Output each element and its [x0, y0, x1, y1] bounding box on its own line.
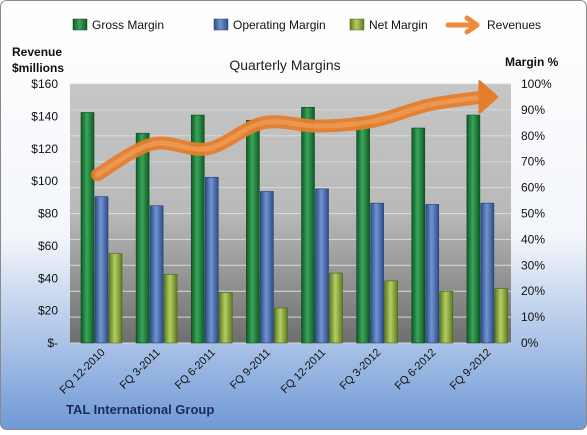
footer-company-name: TAL International Group	[66, 402, 214, 417]
left-tick-label: $20	[38, 304, 58, 318]
left-axis-label-line1: Revenue	[12, 45, 62, 59]
left-axis-ticks: $- $20 $40 $60 $80 $100 $120 $140 $160	[31, 77, 58, 350]
bar-operating-margin	[204, 176, 219, 344]
bar-gross-margin	[466, 114, 481, 344]
bar-net-margin	[274, 307, 288, 344]
left-tick-label: $60	[38, 239, 58, 253]
legend-item-gross-margin: Gross Margin	[72, 18, 164, 32]
bar-operating-margin	[315, 188, 329, 344]
left-tick-label: $160	[31, 77, 58, 91]
bar-net-margin	[439, 290, 454, 344]
legend-item-revenues: Revenues	[445, 15, 541, 35]
right-tick-label: 0%	[521, 336, 539, 350]
right-tick-label: 70%	[521, 155, 545, 169]
legend-swatch-operating-margin	[213, 18, 229, 31]
right-tick-label: 90%	[521, 103, 545, 117]
left-tick-label: $100	[31, 174, 58, 188]
bar-net-margin	[108, 253, 123, 344]
bar-gross-margin	[301, 107, 315, 344]
right-tick-label: 80%	[521, 129, 545, 143]
bar-net-margin	[384, 280, 398, 344]
right-axis-label: Margin %	[505, 55, 559, 69]
bar-gross-margin	[135, 132, 150, 344]
bar-gross-margin	[411, 127, 426, 344]
legend-swatch-net-margin	[349, 18, 365, 31]
right-axis-ticks: 0% 10% 20% 30% 40% 50% 60% 70% 80% 90% 100%	[521, 77, 552, 350]
chart-title: Quarterly Margins	[229, 57, 340, 73]
left-tick-label: $80	[38, 207, 58, 221]
right-tick-label: 40%	[521, 232, 545, 246]
legend-label-gross-margin: Gross Margin	[92, 18, 164, 32]
right-tick-label: 10%	[521, 310, 545, 324]
bar-net-margin	[163, 274, 178, 344]
left-tick-label: $40	[38, 271, 58, 285]
bar-operating-margin	[425, 204, 440, 344]
bar-gross-margin	[80, 112, 95, 344]
revenues-line-highlight	[95, 94, 486, 178]
bar-gross-margin	[356, 117, 370, 344]
bar-operating-margin	[149, 205, 164, 344]
legend-swatch-gross-margin	[72, 18, 88, 31]
bar-net-margin	[218, 292, 233, 344]
right-tick-label: 50%	[521, 207, 545, 221]
left-tick-label: $140	[31, 109, 58, 123]
legend-item-operating-margin: Operating Margin	[213, 18, 326, 32]
legend: Gross Margin Operating Margin Net Margin…	[72, 15, 541, 35]
bar-operating-margin	[94, 196, 109, 344]
left-tick-label: $-	[47, 336, 58, 350]
bar-net-margin	[494, 288, 509, 344]
right-tick-label: 30%	[521, 258, 545, 272]
bar-gross-margin	[190, 114, 205, 344]
bar-net-margin	[329, 272, 343, 344]
legend-item-net-margin: Net Margin	[349, 18, 428, 32]
revenues-arrowhead	[478, 79, 499, 114]
right-tick-label: 60%	[521, 181, 545, 195]
right-tick-label: 100%	[521, 77, 552, 91]
legend-label-net-margin: Net Margin	[369, 18, 428, 32]
revenue-line-layer	[91, 79, 499, 182]
legend-label-operating-margin: Operating Margin	[233, 18, 326, 32]
bar-operating-margin	[370, 202, 384, 344]
bar-operating-margin	[260, 191, 274, 344]
bars-layer	[80, 107, 509, 344]
bar-operating-margin	[480, 202, 495, 344]
legend-label-revenues: Revenues	[487, 18, 541, 32]
bar-gross-margin	[246, 119, 260, 344]
right-tick-label: 20%	[521, 284, 545, 298]
legend-swatch-revenues	[445, 15, 480, 35]
left-tick-label: $120	[31, 142, 58, 156]
left-axis-label-line2: $millions	[12, 61, 64, 75]
